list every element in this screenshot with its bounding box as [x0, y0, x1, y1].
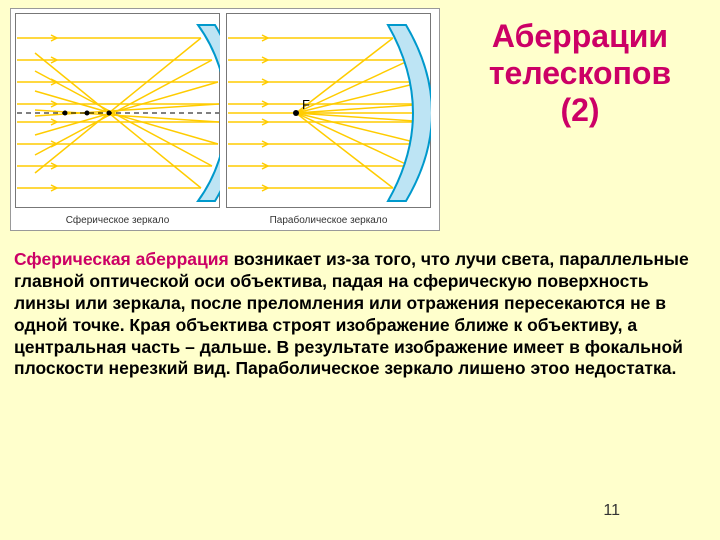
body-lead: Сферическая аберрация — [14, 249, 229, 269]
parabolic-mirror-label: Параболическое зеркало — [226, 215, 431, 226]
title-line-1: Аберрации — [450, 18, 710, 55]
parabolic-mirror-svg: F — [226, 13, 431, 208]
focus-label: F — [302, 97, 310, 112]
title-line-3: (2) — [450, 92, 710, 129]
parabolic-mirror-diagram: F Параболическое зеркало — [226, 13, 431, 226]
spherical-mirror-diagram: Сферическое зеркало — [15, 13, 220, 226]
spherical-mirror-svg — [15, 13, 220, 208]
title-line-2: телескопов — [450, 55, 710, 92]
slide-title: Аберрации телескопов (2) — [450, 8, 710, 231]
diagram-container: Сферическое зеркало — [10, 8, 440, 231]
page-number: 11 — [603, 502, 620, 520]
body-paragraph: Сферическая аберрация возникает из-за то… — [0, 231, 720, 380]
spherical-mirror-label: Сферическое зеркало — [15, 215, 220, 226]
